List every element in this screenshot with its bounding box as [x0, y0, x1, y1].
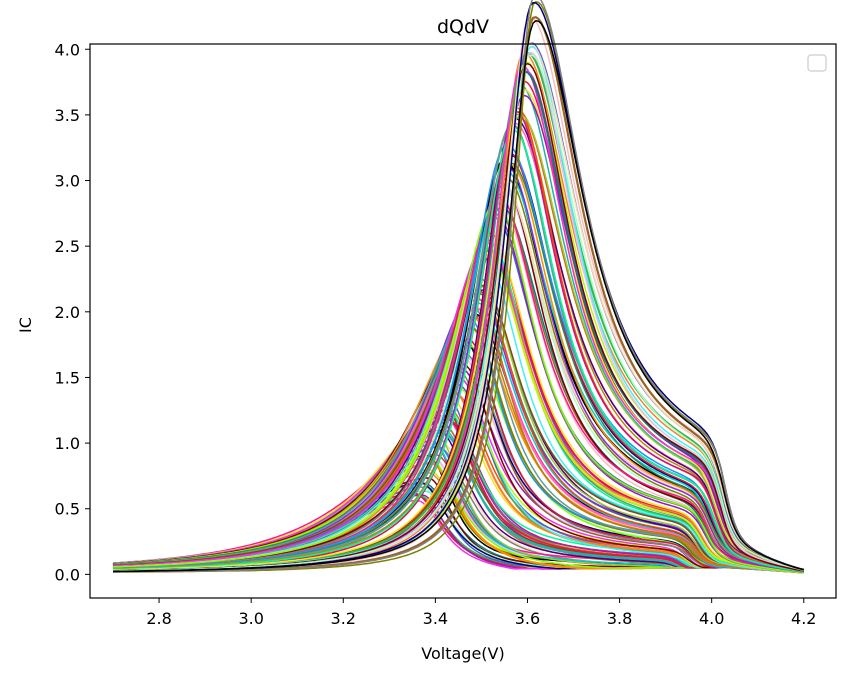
- x-tick-label: 4.2: [791, 609, 816, 628]
- x-tick-label: 3.4: [423, 609, 448, 628]
- x-tick-label: 4.0: [699, 609, 724, 628]
- series-line: [112, 129, 804, 573]
- series-line: [113, 54, 804, 572]
- series-line: [113, 88, 804, 572]
- y-tick-label: 2.5: [55, 237, 80, 256]
- x-tick-label: 2.8: [146, 609, 171, 628]
- series-line: [112, 20, 804, 573]
- legend-box: [807, 54, 827, 72]
- series-lines: [112, 0, 804, 574]
- y-tick-label: 3.0: [55, 172, 80, 191]
- chart-title: dQdV: [437, 16, 489, 38]
- y-axis-label: IC: [16, 317, 35, 333]
- series-line: [112, 201, 804, 573]
- x-axis-label: Voltage(V): [421, 644, 504, 663]
- y-tick-label: 0.0: [55, 565, 80, 584]
- x-tick-label: 3.0: [238, 609, 263, 628]
- axis-ticks: 2.8 3.0 3.2 3.4 3.6 3.8 4.0 4.2 0.0 0.5 1.0 1.5 2.0 2…: [55, 40, 817, 628]
- y-tick-label: 2.0: [55, 303, 80, 322]
- series-line: [113, 0, 804, 573]
- y-tick-label: 0.5: [55, 500, 80, 519]
- y-tick-label: 1.0: [55, 434, 80, 453]
- x-tick-label: 3.8: [607, 609, 632, 628]
- plot-frame: [89, 43, 837, 599]
- y-tick-label: 4.0: [55, 40, 80, 59]
- y-tick-label: 3.5: [55, 106, 80, 125]
- x-tick-label: 3.6: [515, 609, 540, 628]
- x-tick-label: 3.2: [331, 609, 356, 628]
- y-tick-label: 1.5: [55, 368, 80, 387]
